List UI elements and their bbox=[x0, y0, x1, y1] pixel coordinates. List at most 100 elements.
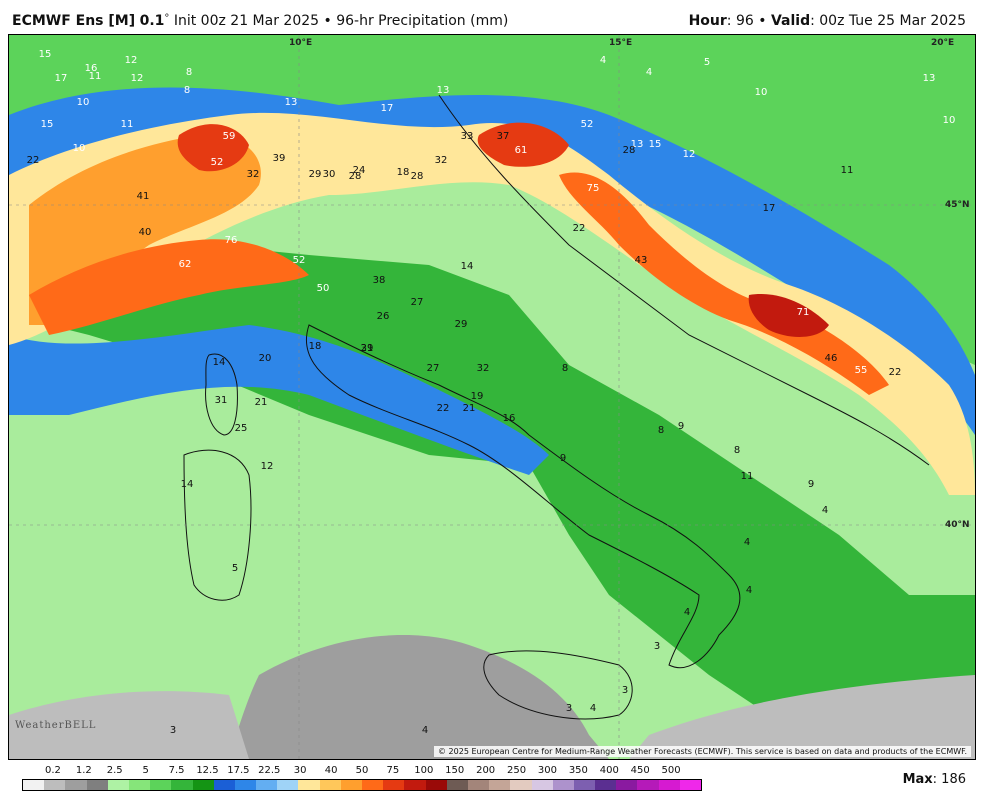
legend-swatch bbox=[23, 780, 45, 790]
precip-value-label: 37 bbox=[497, 131, 510, 142]
legend-swatch bbox=[86, 780, 108, 790]
legend-colorbar bbox=[22, 779, 702, 791]
legend-swatch bbox=[404, 780, 426, 790]
precip-value-label: 22 bbox=[27, 155, 40, 166]
precip-value-label: 27 bbox=[411, 297, 424, 308]
legend-swatch bbox=[383, 780, 405, 790]
legend-tick-label: 5 bbox=[142, 765, 149, 776]
legend-swatch bbox=[192, 780, 214, 790]
legend-swatch bbox=[573, 780, 596, 790]
max-label: Max bbox=[902, 772, 933, 787]
precip-value-label: 17 bbox=[763, 203, 776, 214]
precip-value-label: 32 bbox=[477, 363, 490, 374]
precip-value-label: 13 bbox=[285, 97, 298, 108]
precip-value-label: 4 bbox=[822, 505, 828, 516]
precip-value-label: 52 bbox=[581, 119, 594, 130]
legend-swatch bbox=[467, 780, 490, 790]
precip-value-label: 32 bbox=[247, 169, 260, 180]
precip-value-label: 12 bbox=[261, 461, 274, 472]
precip-value-label: 52 bbox=[293, 255, 306, 266]
max-value: Max: 186 bbox=[903, 772, 966, 787]
header: ECMWF Ens [M] 0.1° Init 00z 21 Mar 2025 … bbox=[0, 0, 984, 34]
precip-value-label: 3 bbox=[622, 685, 628, 696]
precip-value-label: 4 bbox=[590, 703, 596, 714]
precip-value-label: 28 bbox=[623, 145, 636, 156]
hour-value: : 96 bbox=[726, 13, 754, 29]
precip-value-label: 11 bbox=[741, 471, 754, 482]
precip-core-dolomites bbox=[477, 122, 569, 167]
precip-core-alps bbox=[177, 124, 249, 172]
precip-value-label: 17 bbox=[381, 103, 394, 114]
lon-20e-label: 20°E bbox=[931, 38, 954, 48]
precip-value-label: 3 bbox=[566, 703, 572, 714]
precip-value-label: 5 bbox=[232, 563, 238, 574]
legend-swatch bbox=[256, 780, 278, 790]
legend-swatch bbox=[616, 780, 638, 790]
precip-value-label: 14 bbox=[461, 261, 474, 272]
legend-swatch bbox=[552, 780, 574, 790]
legend-swatch bbox=[489, 780, 511, 790]
precip-value-label: 13 bbox=[923, 73, 936, 84]
title: ECMWF Ens [M] 0.1° Init 00z 21 Mar 2025 … bbox=[12, 13, 508, 29]
precip-value-label: 8 bbox=[186, 67, 192, 78]
coastline-italy bbox=[305, 324, 741, 669]
legend-tick-label: 250 bbox=[506, 765, 527, 776]
legend-swatch bbox=[679, 780, 701, 790]
legend-swatch bbox=[446, 780, 468, 790]
precip-value-label: 46 bbox=[825, 353, 838, 364]
valid-time: Hour: 96 • Valid: 00z Tue 25 Mar 2025 bbox=[689, 13, 966, 29]
precip-value-label: 4 bbox=[684, 607, 690, 618]
precip-value-label: 71 bbox=[797, 307, 810, 318]
precip-value-label: 17 bbox=[55, 73, 68, 84]
precip-value-label: 14 bbox=[213, 357, 226, 368]
precip-value-label: 15 bbox=[39, 49, 52, 60]
init-time: Init 00z 21 Mar 2025 bbox=[173, 13, 320, 29]
color-legend: 0.2 1.2 2.5 5 7.5 12.5 17.5 22.5 30 40 50 75 100 150 2… bbox=[0, 762, 984, 808]
legend-swatch bbox=[319, 780, 341, 790]
precip-value-label: 41 bbox=[137, 191, 150, 202]
lon-10e-label: 10°E bbox=[289, 38, 312, 48]
precip-value-label: 22 bbox=[437, 403, 450, 414]
precip-value-label: 11 bbox=[841, 165, 854, 176]
max-number: : 186 bbox=[932, 772, 966, 787]
precip-value-label: 43 bbox=[635, 255, 648, 266]
precip-value-label: 31 bbox=[215, 395, 228, 406]
precip-value-label: 11 bbox=[89, 71, 102, 82]
precip-value-label: 3 bbox=[654, 641, 660, 652]
precip-value-label: 12 bbox=[683, 149, 696, 160]
precipitation-map: 10°E 15°E 20°E 45°N 40°N 15 17 11 16 12 12 8 10… bbox=[8, 34, 976, 760]
legend-tick-label: 7.5 bbox=[168, 765, 185, 776]
copyright-credit: © 2025 European Centre for Medium-Range … bbox=[434, 746, 971, 757]
legend-tick-label: 12.5 bbox=[196, 765, 219, 776]
precip-value-label: 59 bbox=[223, 131, 236, 142]
precip-band-yellow bbox=[9, 112, 975, 496]
precip-value-label: 19 bbox=[471, 391, 484, 402]
precip-value-label: 15 bbox=[649, 139, 662, 150]
product-name: 96-hr Precipitation (mm) bbox=[336, 13, 509, 29]
legend-tick-label: 100 bbox=[414, 765, 434, 776]
precip-value-label: 22 bbox=[573, 223, 586, 234]
precip-value-label: 26 bbox=[377, 311, 390, 322]
precip-value-label: 4 bbox=[744, 537, 750, 548]
legend-swatch bbox=[425, 780, 447, 790]
precip-value-label: 4 bbox=[746, 585, 752, 596]
legend-tick-label: 450 bbox=[630, 765, 650, 776]
precip-value-label: 10 bbox=[755, 87, 768, 98]
precip-value-label: 8 bbox=[184, 85, 190, 96]
legend-swatch bbox=[658, 780, 680, 790]
legend-tick-label: 200 bbox=[476, 765, 496, 776]
precip-value-label: 10 bbox=[77, 97, 90, 108]
precip-value-label: 14 bbox=[181, 479, 194, 490]
precip-value-label: 13 bbox=[437, 85, 450, 96]
model-resolution: 0.1 bbox=[139, 13, 165, 29]
degree-symbol: ° bbox=[164, 13, 170, 24]
lat-45n-label: 45°N bbox=[945, 200, 970, 210]
precip-value-label: 16 bbox=[85, 63, 98, 74]
precip-value-label: 38 bbox=[373, 275, 386, 286]
precip-value-label: 21 bbox=[255, 397, 268, 408]
valid-label: Valid bbox=[770, 13, 811, 29]
coastline-sardinia bbox=[183, 449, 252, 601]
legend-tick-label: 40 bbox=[324, 765, 338, 776]
lat-40n-label: 40°N bbox=[945, 520, 970, 530]
